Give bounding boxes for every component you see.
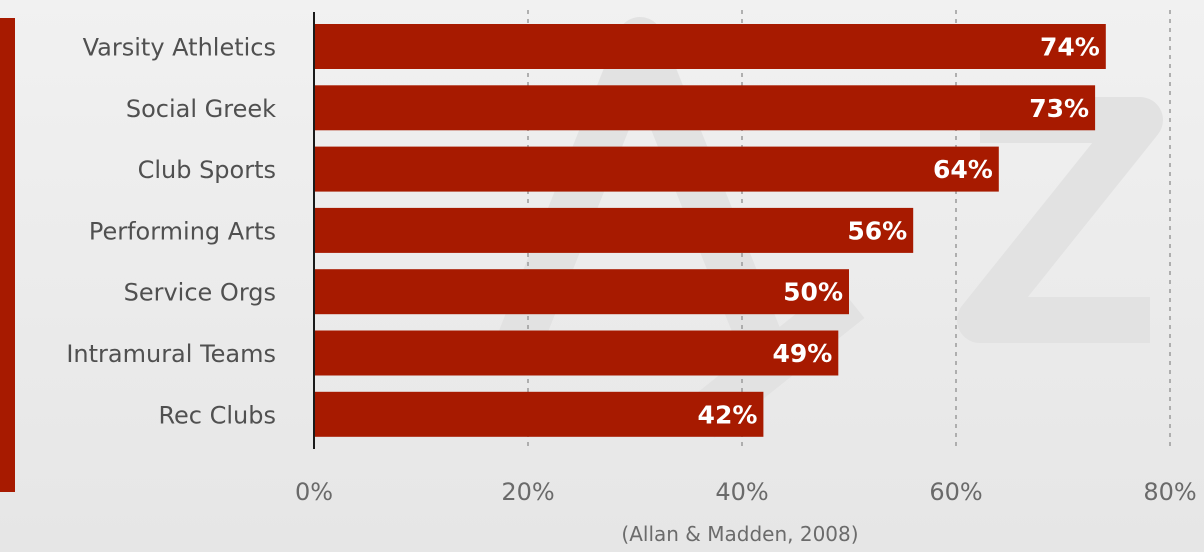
side-accent-bar [0,18,15,492]
bar [314,146,999,192]
x-tick-labels: 0% 20% 40% 60% 80% [295,478,1197,506]
category-label: Service Orgs [124,279,276,307]
x-tick-label: 0% [295,478,333,506]
bar [314,391,764,437]
category-labels: Varsity Athletics Social Greek Club Sports… [66,34,276,430]
x-tick-label: 20% [501,478,554,506]
category-label: Performing Arts [89,217,276,245]
bars: 74% 73% 64% 56% 50% 49% 42% [314,24,1106,437]
category-label: Rec Clubs [158,401,276,429]
category-label: Varsity Athletics [83,34,276,62]
category-label: Intramural Teams [66,340,276,368]
x-tick-label: 40% [715,478,768,506]
bar-value-label: 42% [698,400,758,429]
x-tick-label: 60% [929,478,982,506]
bar [314,207,914,253]
bar [314,269,849,315]
x-tick-label: 80% [1143,478,1196,506]
bar-value-label: 74% [1040,33,1100,62]
bar [314,85,1096,131]
bar-value-label: 56% [847,216,907,245]
category-label: Social Greek [126,95,276,123]
bar [314,330,839,376]
category-label: Club Sports [138,156,276,184]
bar-value-label: 49% [772,339,832,368]
source-citation: (Allan & Madden, 2008) [621,522,859,546]
bar [314,24,1106,69]
bar-value-label: 73% [1029,94,1089,123]
bar-value-label: 64% [933,155,993,184]
bar-value-label: 50% [783,278,843,307]
